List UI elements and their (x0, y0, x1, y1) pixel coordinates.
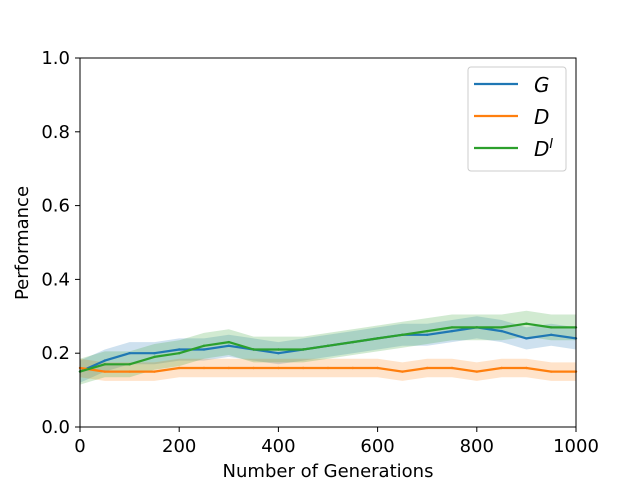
point-g (426, 333, 429, 336)
legend-label-d-i: DI (534, 137, 553, 161)
point-g (128, 352, 131, 355)
series-lines (78, 322, 578, 373)
legend-label-d: D (534, 105, 549, 129)
point-g (550, 333, 553, 336)
y-tick-label: 0.2 (41, 343, 70, 364)
band-g (80, 316, 576, 383)
point-g (227, 344, 230, 347)
point-d-i (401, 333, 404, 336)
point-d-i (475, 326, 478, 329)
point-d (277, 366, 280, 370)
y-tick-label: 1.0 (41, 48, 70, 69)
band-d-i (80, 310, 576, 385)
point-d-i (351, 340, 354, 344)
point-d (525, 366, 528, 370)
legend-label-g: G (534, 73, 550, 97)
y-tick-label: 0.4 (41, 269, 70, 290)
point-d (202, 366, 206, 370)
y-tick-label: 0.8 (41, 122, 70, 143)
legend: GD DI (467, 66, 567, 172)
point-g (525, 337, 528, 340)
point-d (351, 366, 354, 370)
point-d (103, 370, 107, 373)
point-d (302, 366, 305, 370)
point-d-i (450, 326, 454, 329)
point-d-i (178, 352, 181, 355)
y-axis-label: Performance (12, 186, 33, 300)
point-d-i (426, 329, 429, 333)
point-d-i (376, 337, 379, 340)
point-g (500, 329, 503, 333)
point-d-i (103, 363, 107, 366)
point-g (202, 348, 206, 351)
point-d-i (227, 340, 230, 344)
confidence-bands (80, 310, 576, 385)
point-g (450, 329, 454, 333)
x-tick-label: 400 (261, 436, 295, 457)
point-d (153, 370, 156, 373)
point-d (128, 370, 131, 373)
point-d-i (252, 348, 255, 351)
point-d (475, 370, 478, 373)
point-d (426, 366, 429, 370)
x-tick-label: 200 (162, 436, 196, 457)
y-tick-label: 0.6 (41, 196, 70, 217)
point-d (500, 366, 503, 370)
legend-box (467, 66, 567, 172)
plot-frame (79, 57, 577, 428)
x-axis: 0 200 400 600 800 1000 (74, 427, 599, 457)
point-d (450, 366, 454, 370)
x-tick-label: 0 (74, 436, 85, 457)
point-d-i (202, 344, 206, 347)
x-axis-label: Number of Generations (223, 461, 434, 480)
legend-superscript: I (549, 137, 553, 152)
y-tick-label: 0.0 (41, 417, 70, 438)
band-d (80, 358, 576, 381)
x-tick-label: 600 (360, 436, 394, 457)
point-d (326, 366, 330, 370)
x-tick-label: 800 (460, 436, 494, 457)
point-d-i (326, 344, 330, 347)
point-d-i (525, 322, 528, 325)
point-g (178, 348, 181, 351)
point-d (376, 366, 379, 370)
point-d (178, 366, 181, 370)
point-g (103, 359, 107, 362)
point-d-i (302, 348, 305, 351)
point-d-i (550, 326, 553, 329)
point-g (153, 352, 156, 355)
point-g (277, 352, 280, 355)
point-d-i (500, 326, 503, 329)
point-d-i (153, 355, 156, 359)
y-axis: 0.0 0.2 0.4 0.6 0.8 1.0 (41, 48, 80, 438)
x-tick-label: 1000 (553, 436, 599, 457)
point-d (550, 370, 553, 373)
point-d-i (277, 348, 280, 351)
point-d (252, 366, 255, 370)
point-d (401, 370, 404, 373)
point-d (227, 366, 230, 370)
point-d-i (128, 363, 131, 366)
